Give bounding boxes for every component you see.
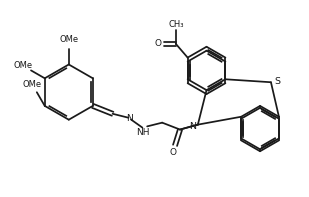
Text: N: N (189, 122, 197, 131)
Text: O: O (154, 39, 161, 48)
Text: S: S (274, 77, 280, 86)
Text: CH₃: CH₃ (168, 20, 184, 29)
Text: OMe: OMe (59, 35, 78, 44)
Text: OMe: OMe (14, 61, 33, 71)
Text: OMe: OMe (23, 80, 42, 89)
Text: O: O (170, 148, 176, 157)
Text: NH: NH (137, 128, 150, 137)
Text: N: N (126, 114, 133, 123)
